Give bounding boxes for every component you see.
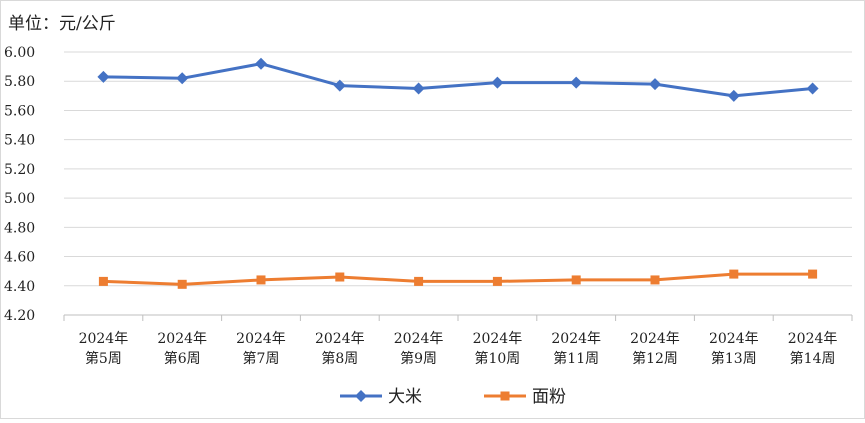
x-tick-label: 第6周 — [164, 350, 201, 367]
x-tick-label: 第10周 — [474, 350, 520, 367]
data-point — [412, 82, 425, 95]
unit-label: 单位：元/公斤 — [8, 14, 116, 34]
legend: 大米 面粉 — [340, 387, 566, 407]
series-line — [103, 272, 813, 286]
data-point — [335, 272, 345, 282]
legend-item: 面粉 — [484, 387, 566, 407]
data-point — [729, 269, 739, 279]
x-tick-label: 2024年 — [157, 331, 207, 347]
x-tick-label: 2024年 — [79, 331, 129, 347]
data-point — [570, 76, 583, 89]
x-tick-label: 2024年 — [394, 331, 444, 347]
y-tick-label: 5.80 — [4, 74, 35, 90]
data-point — [806, 82, 819, 95]
data-point — [649, 78, 661, 91]
x-tick-label: 第11周 — [553, 350, 599, 367]
data-point — [571, 275, 581, 285]
x-tick-label: 2024年 — [709, 331, 759, 347]
data-point — [97, 70, 110, 83]
data-point — [650, 275, 660, 285]
y-tick-label: 4.40 — [4, 279, 35, 295]
data-point — [177, 279, 187, 289]
x-tick-label: 2024年 — [473, 331, 523, 347]
data-point — [98, 276, 108, 286]
data-point — [256, 275, 266, 285]
x-tick-label: 2024年 — [315, 331, 365, 347]
y-tick-label: 4.20 — [4, 308, 35, 324]
data-point — [176, 72, 189, 85]
x-tick-label: 2024年 — [236, 331, 286, 347]
data-point — [491, 76, 504, 89]
legend-marker — [355, 390, 367, 402]
data-point — [808, 269, 818, 279]
data-point — [333, 79, 346, 92]
legend-item: 大米 — [340, 387, 422, 407]
legend-label: 大米 — [388, 387, 422, 407]
x-tick-label: 第12周 — [632, 350, 678, 367]
legend-label: 面粉 — [532, 387, 566, 407]
legend-marker — [500, 391, 510, 401]
data-point — [414, 276, 424, 286]
y-tick-label: 4.60 — [4, 250, 35, 266]
y-tick-label: 4.80 — [4, 220, 35, 236]
x-tick-label: 第8周 — [321, 350, 358, 367]
x-tick-label: 第5周 — [85, 350, 122, 367]
series-layer — [97, 57, 819, 289]
x-tick-label: 第14周 — [790, 350, 836, 367]
y-tick-label: 5.20 — [4, 162, 35, 178]
x-tick-label: 2024年 — [788, 331, 838, 347]
y-tick-label: 5.00 — [4, 191, 35, 207]
y-tick-label: 6.00 — [4, 45, 35, 61]
y-tick-label: 5.40 — [4, 133, 35, 149]
axes: 6.00 5.80 5.60 5.40 5.20 5.00 4.80 4.60 4.40 4.20… — [4, 45, 853, 367]
series-1 — [97, 57, 819, 102]
series-2 — [98, 269, 818, 289]
data-point — [255, 57, 267, 70]
y-tick-label: 5.60 — [4, 103, 35, 119]
x-tick-label: 2024年 — [630, 331, 680, 347]
data-point — [727, 89, 740, 102]
x-tick-label: 第13周 — [711, 350, 757, 367]
x-tick-label: 2024年 — [551, 331, 601, 347]
x-tick-label: 第9周 — [400, 350, 437, 367]
data-point — [492, 276, 502, 286]
series-line — [103, 62, 813, 98]
x-tick-label: 第7周 — [243, 350, 280, 367]
